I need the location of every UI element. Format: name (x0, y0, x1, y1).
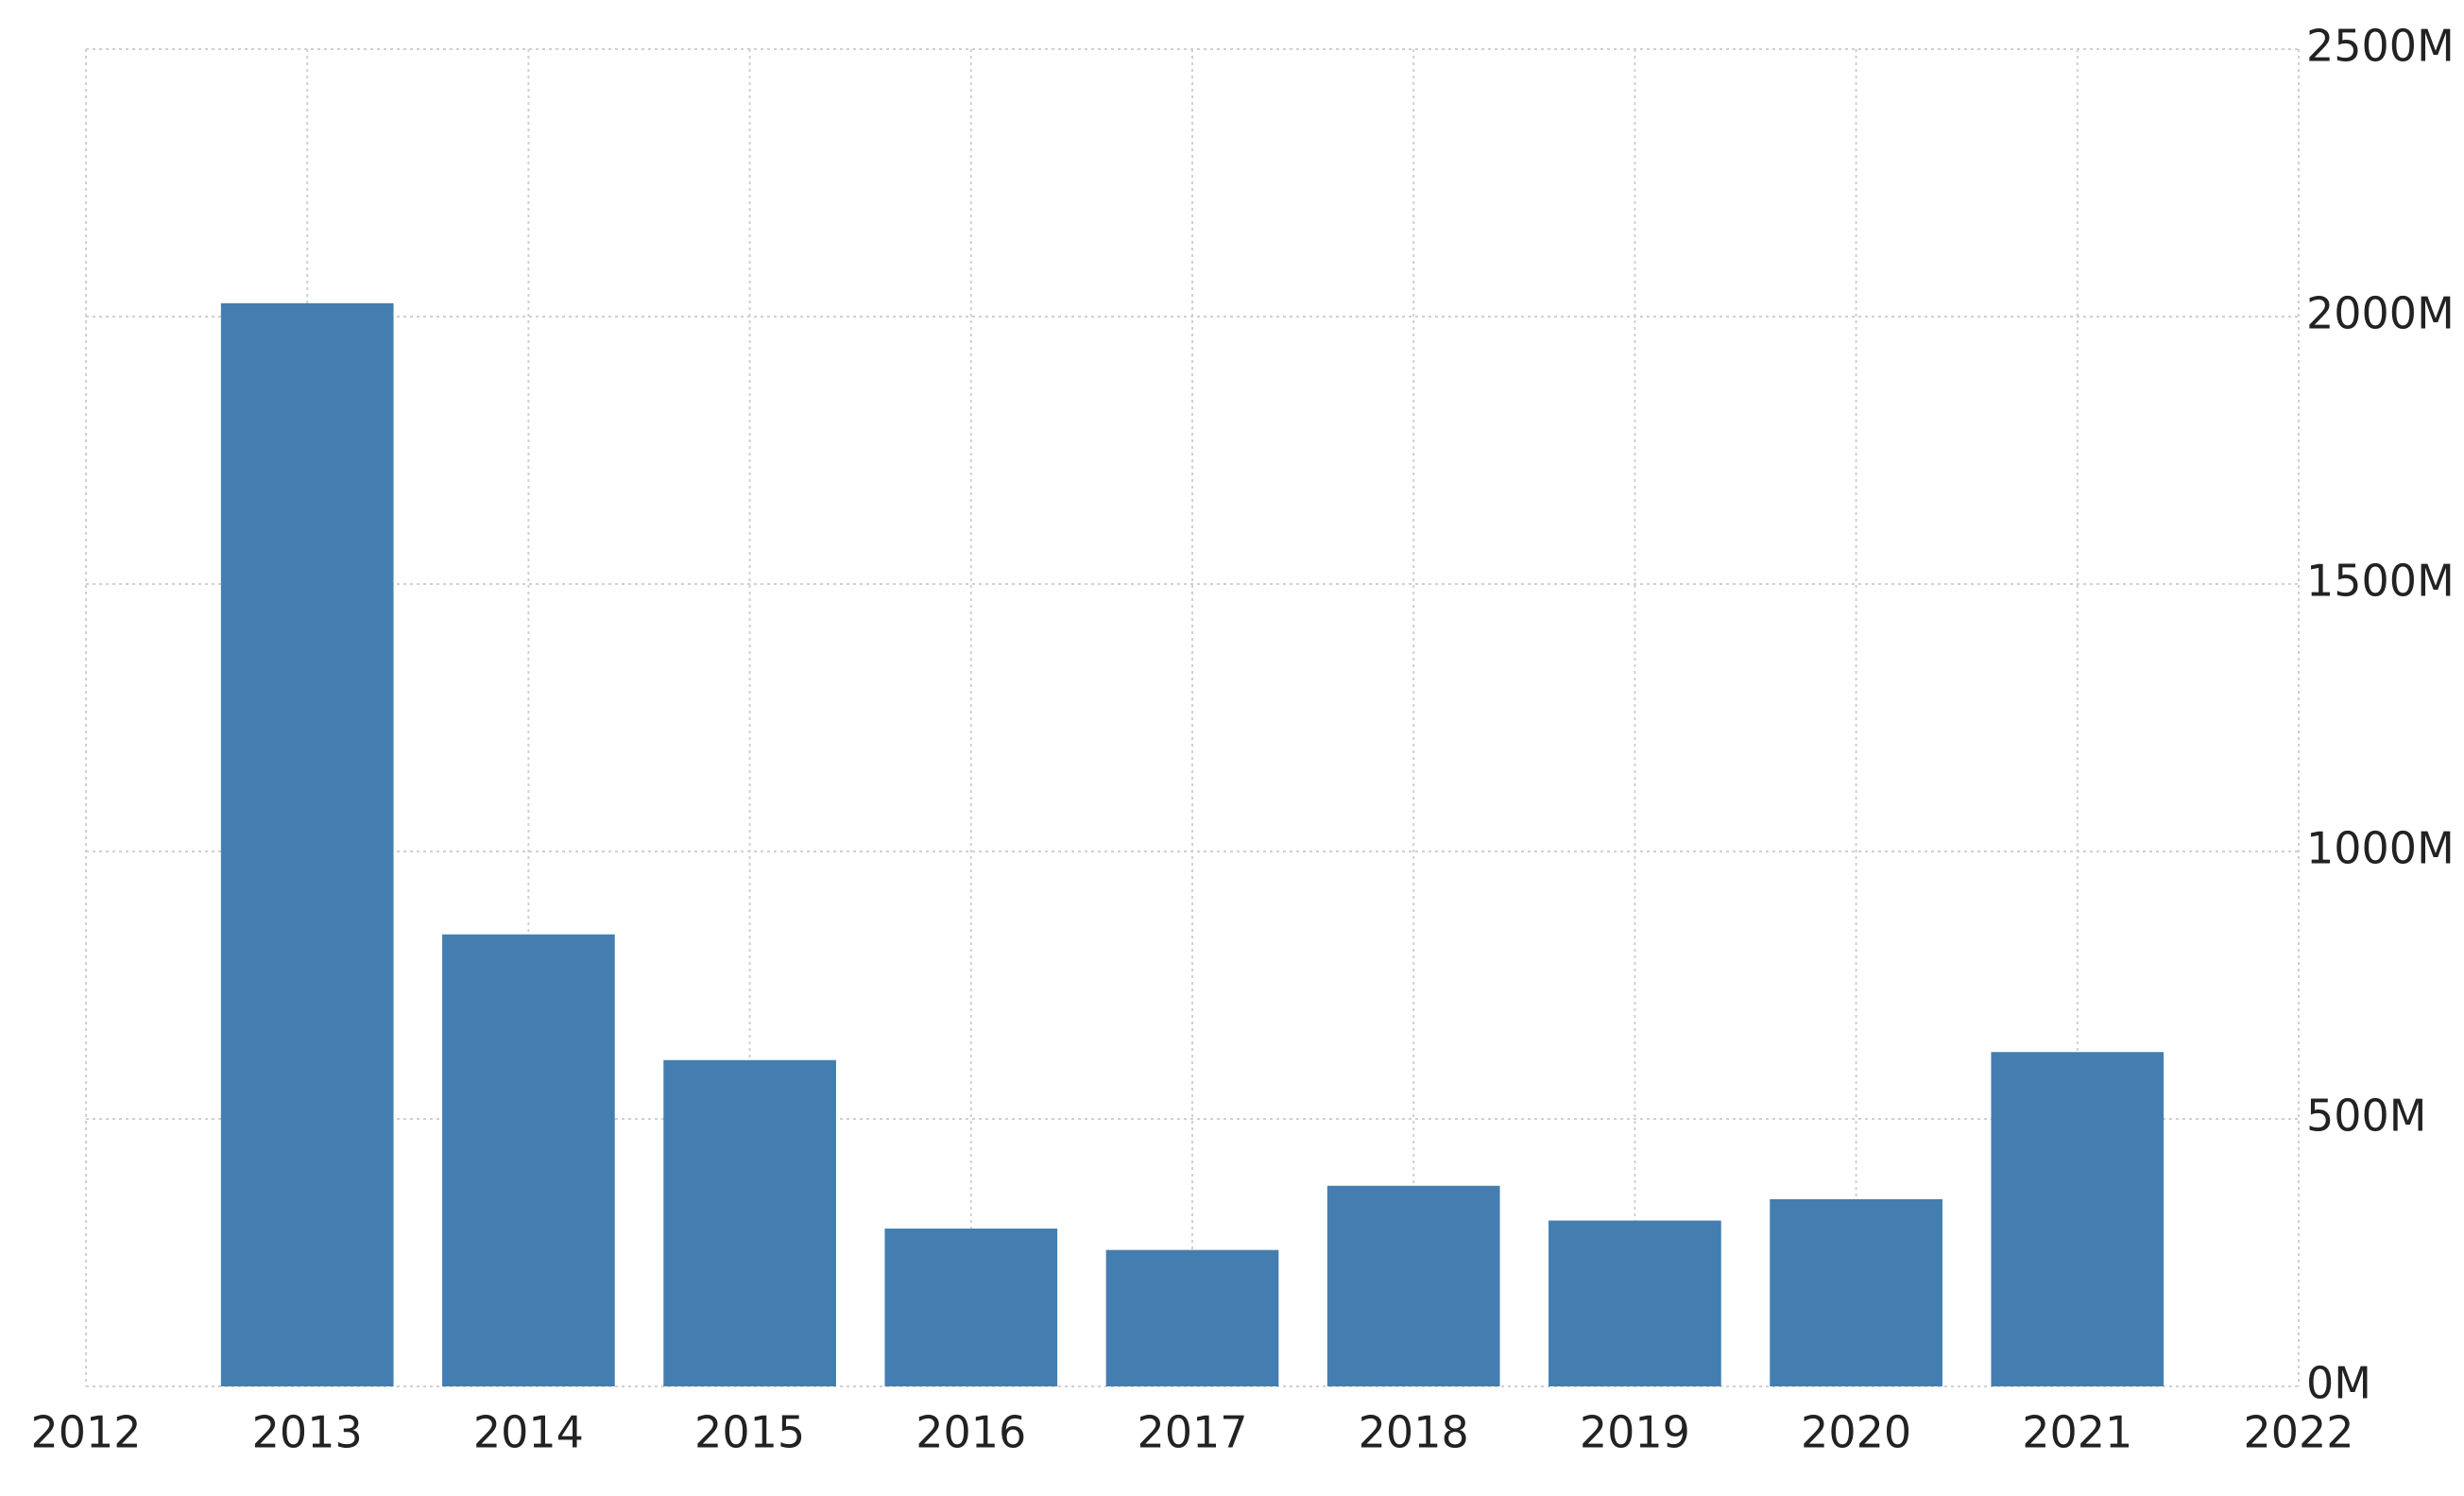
y-tick-label: 2500M (2306, 21, 2455, 72)
bar (1105, 1249, 1279, 1386)
y-tick-label: 1500M (2306, 556, 2455, 607)
x-tick-label: 2017 (1137, 1407, 1247, 1458)
x-tick-label: 2018 (1359, 1407, 1469, 1458)
x-tick-label: 2022 (2243, 1407, 2353, 1458)
x-tick-label: 2016 (915, 1407, 1026, 1458)
bar (1991, 1052, 2165, 1386)
y-tick-label: 0M (2306, 1358, 2371, 1409)
x-tick-label: 2021 (2022, 1407, 2132, 1458)
bar (442, 934, 615, 1386)
x-tick-label: 2019 (1580, 1407, 1690, 1458)
bar (1770, 1198, 1942, 1386)
y-tick-label: 1000M (2306, 823, 2455, 874)
bar (1549, 1220, 1721, 1386)
x-tick-label: 2013 (252, 1407, 363, 1458)
bar (663, 1059, 836, 1386)
x-tick-label: 2020 (1801, 1407, 1911, 1458)
bar (220, 302, 394, 1387)
x-tick-label: 2015 (694, 1407, 805, 1458)
x-tick-label: 2012 (30, 1407, 141, 1458)
bar (1326, 1185, 1500, 1386)
y-tick-label: 500M (2306, 1091, 2427, 1142)
x-tick-label: 2014 (473, 1407, 584, 1458)
bar (884, 1229, 1058, 1386)
y-tick-label: 2000M (2306, 288, 2455, 339)
